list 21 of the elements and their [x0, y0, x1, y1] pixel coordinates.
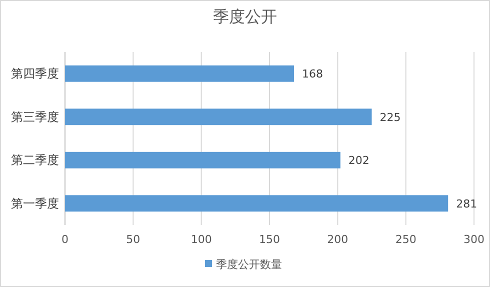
bar — [65, 152, 340, 168]
data-label: 202 — [348, 154, 370, 168]
y-tick-label: 第三季度 — [11, 110, 59, 124]
bar — [65, 108, 372, 126]
data-label: 168 — [302, 68, 324, 81]
data-label: 281 — [456, 197, 478, 210]
x-tick-label: 250 — [395, 233, 416, 246]
chart-title: 季度公开 — [213, 7, 277, 26]
data-label: 225 — [380, 110, 401, 124]
x-tick-label: 0 — [62, 233, 68, 246]
y-tick-label: 第四季度 — [11, 66, 59, 81]
y-tick-label: 第一季度 — [11, 196, 59, 210]
y-tick-label: 第二季度 — [11, 153, 59, 168]
legend-label: 季度公开数量 — [216, 258, 282, 271]
bar — [65, 195, 448, 212]
x-tick-label: 300 — [464, 233, 484, 246]
bar — [65, 65, 294, 82]
x-tick-label: 200 — [327, 233, 348, 246]
x-tick-label: 150 — [259, 233, 280, 246]
x-tick-label: 50 — [126, 233, 140, 246]
x-tick-label: 100 — [190, 233, 212, 246]
